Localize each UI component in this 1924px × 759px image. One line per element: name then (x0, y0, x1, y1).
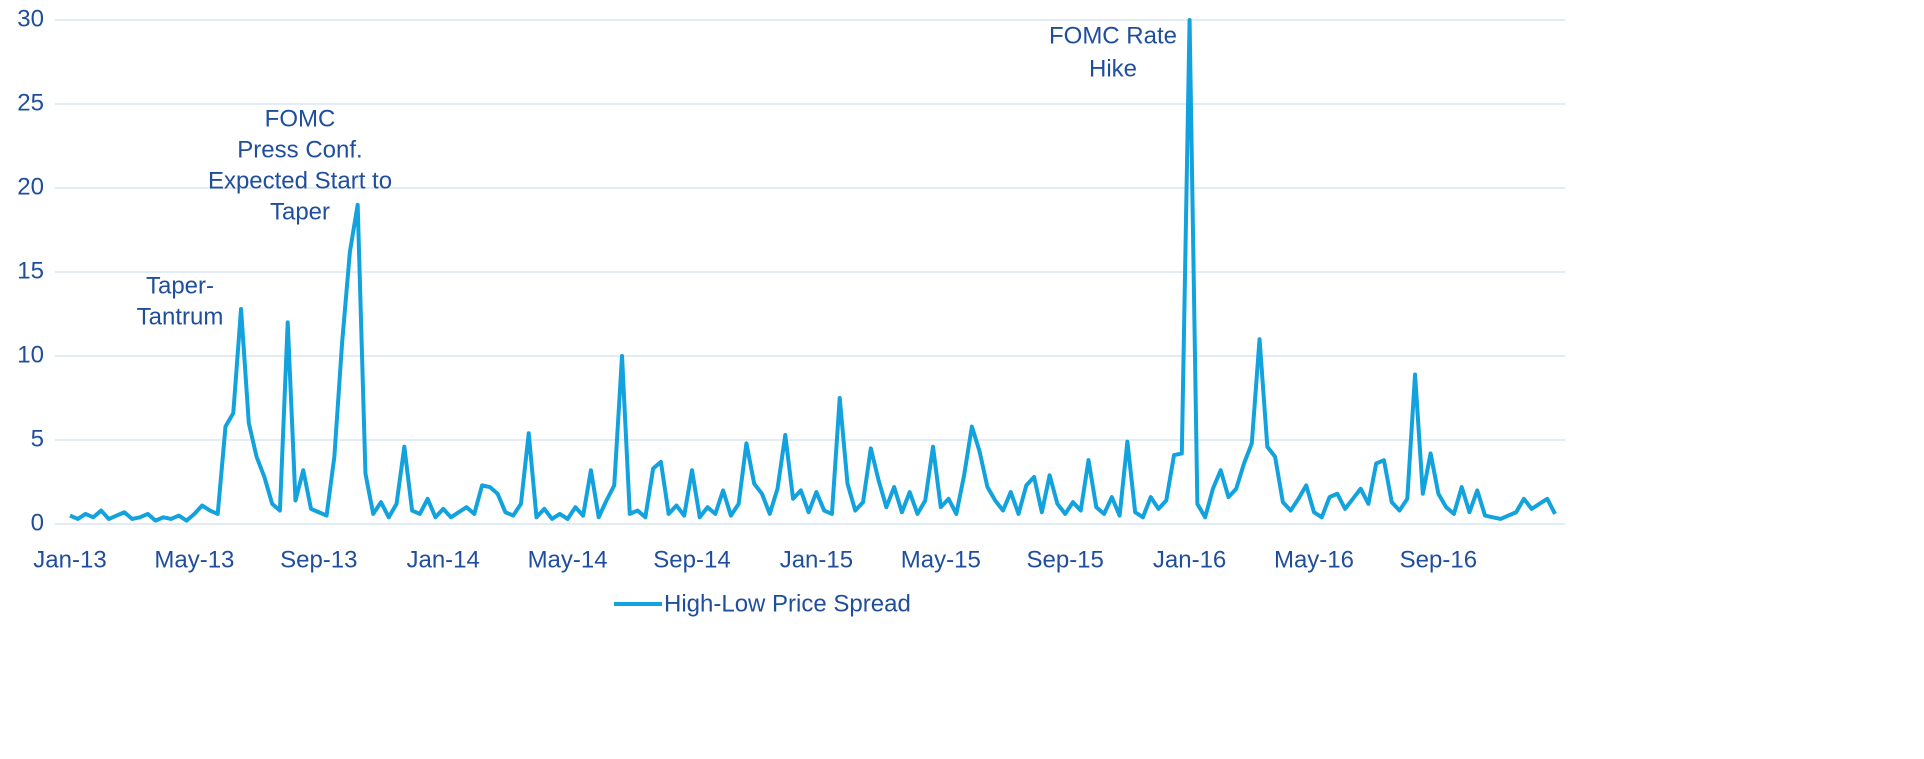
y-tick-label: 30 (17, 5, 44, 32)
annotation: FOMC Rate (1049, 22, 1177, 49)
annotation: Taper- (146, 272, 214, 299)
x-tick-label: Sep-16 (1400, 546, 1477, 573)
y-tick-label: 10 (17, 341, 44, 368)
x-tick-label: Jan-16 (1153, 546, 1226, 573)
y-tick-label: 5 (31, 425, 44, 452)
x-tick-label: Jan-15 (780, 546, 853, 573)
x-tick-label: Jan-13 (33, 546, 106, 573)
series-line (69, 18, 1557, 523)
y-tick-label: 20 (17, 173, 44, 200)
annotation: Hike (1089, 55, 1137, 82)
x-tick-label: May-13 (154, 546, 234, 573)
x-tick-label: Sep-14 (653, 546, 730, 573)
x-tick-label: Sep-13 (280, 546, 357, 573)
annotation: Expected Start to (208, 167, 392, 194)
x-tick-label: May-15 (901, 546, 981, 573)
y-tick-label: 15 (17, 257, 44, 284)
x-tick-label: May-16 (1274, 546, 1354, 573)
x-tick-label: Sep-15 (1026, 546, 1103, 573)
annotation: Press Conf. (237, 136, 362, 163)
x-tick-label: Jan-14 (406, 546, 479, 573)
x-tick-label: May-14 (528, 546, 608, 573)
y-tick-label: 0 (31, 509, 44, 536)
annotation: FOMC (265, 105, 336, 132)
legend-label: High-Low Price Spread (664, 590, 911, 617)
annotation: Taper (270, 198, 330, 225)
annotation: Tantrum (137, 303, 224, 330)
y-tick-label: 25 (17, 89, 44, 116)
